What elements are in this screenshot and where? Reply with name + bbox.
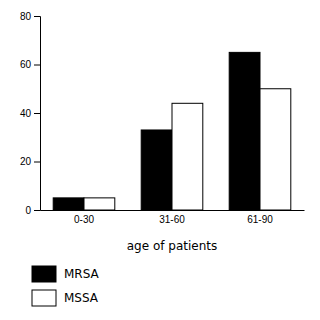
- bar: [84, 198, 115, 210]
- tick-mark: [34, 65, 40, 66]
- tick-label: 0-30: [74, 214, 94, 225]
- tick: 80: [20, 11, 40, 22]
- bar: [172, 103, 203, 210]
- x-axis-title: age of patients: [127, 239, 218, 253]
- bar: [53, 198, 84, 210]
- axis-line: [34, 17, 41, 211]
- bar: [260, 89, 291, 210]
- legend-item: MRSA: [32, 266, 100, 282]
- tick-label: 80: [20, 11, 32, 22]
- tick-label: 60: [20, 59, 32, 70]
- plot: 0 20 40 60 80 0-30 31-60 61-90: [20, 11, 305, 225]
- bar-series: [84, 89, 291, 210]
- legend: MRSA MSSA: [32, 266, 100, 306]
- tick-mark: [34, 162, 40, 163]
- tick: 20: [20, 156, 40, 167]
- tick: 60: [20, 59, 40, 70]
- legend-swatch: [32, 266, 56, 282]
- tick: 40: [20, 108, 40, 119]
- tick-label: 20: [20, 156, 32, 167]
- chart: 0 20 40 60 80 0-30 31-60 61-90 age of patients MR…: [0, 0, 320, 320]
- legend-label: MRSA: [64, 267, 100, 281]
- tick-mark: [34, 16, 40, 17]
- tick-label: 40: [20, 108, 32, 119]
- bar-series: [53, 52, 260, 210]
- tick: 0: [25, 205, 40, 216]
- legend-swatch: [32, 290, 56, 306]
- tick: 31-60: [159, 210, 185, 225]
- bar: [141, 130, 172, 210]
- y-axis: 0 20 40 60 80: [20, 11, 41, 216]
- tick-label: 61-90: [247, 214, 273, 225]
- tick-mark: [34, 113, 40, 114]
- bars: [53, 52, 291, 210]
- legend-item: MSSA: [32, 290, 99, 306]
- tick-mark: [34, 210, 40, 211]
- axis-line: [41, 210, 305, 211]
- tick: 0-30: [74, 210, 94, 225]
- bar: [229, 52, 260, 210]
- tick-label: 31-60: [159, 214, 185, 225]
- legend-label: MSSA: [64, 291, 99, 305]
- tick-label: 0: [25, 205, 31, 216]
- x-axis: 0-30 31-60 61-90: [41, 210, 305, 225]
- tick: 61-90: [247, 210, 273, 225]
